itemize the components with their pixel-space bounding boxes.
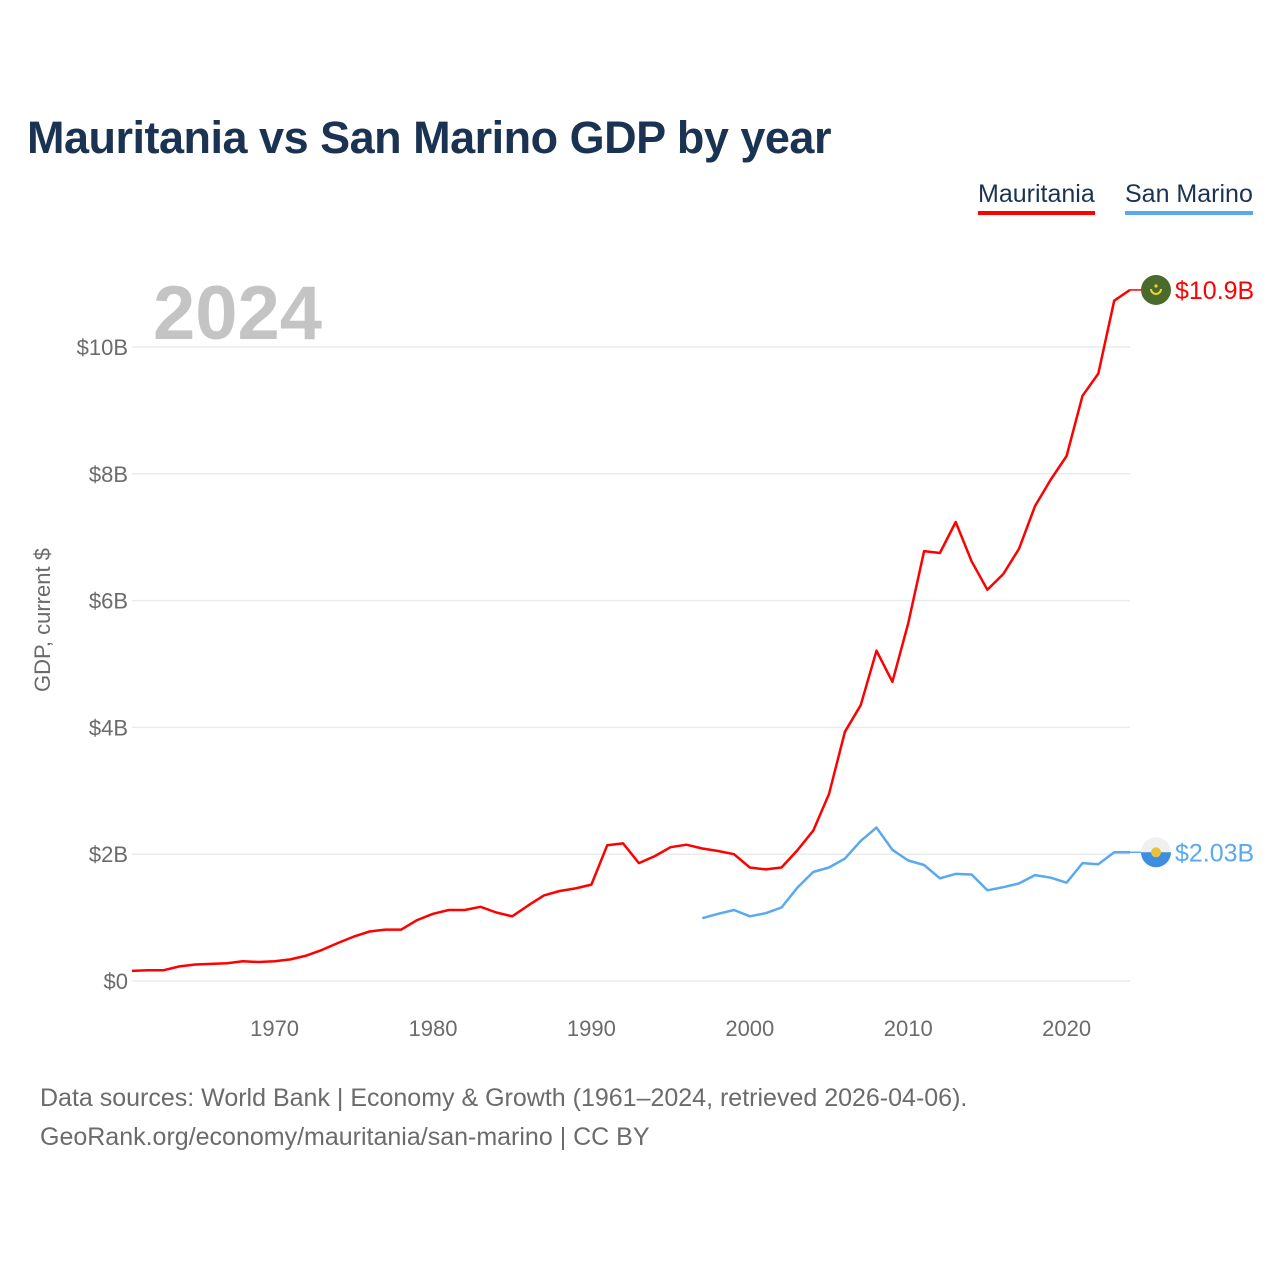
- series-line-san-marino: [701, 826, 1130, 920]
- y-tick-label: $4B: [89, 715, 128, 740]
- legend-mauritania[interactable]: Mauritania: [978, 180, 1095, 215]
- y-tick-label: $10B: [77, 335, 128, 360]
- year-watermark: 2024: [153, 271, 322, 356]
- y-tick-label: $8B: [89, 462, 128, 487]
- crescent-icon: [1150, 288, 1162, 295]
- flag-lower-band: [1141, 852, 1171, 868]
- end-value-label: $2.03B: [1175, 839, 1254, 867]
- x-tick-label: 2010: [884, 1016, 933, 1041]
- x-tick-label: 1980: [409, 1016, 458, 1041]
- series-line-mauritania: [131, 288, 1131, 973]
- footer-sources: Data sources: World Bank | Economy & Gro…: [40, 1084, 968, 1112]
- star-icon: [1154, 284, 1158, 288]
- x-tick-label: 1970: [250, 1016, 299, 1041]
- footer-attribution[interactable]: GeoRank.org/economy/mauritania/san-marin…: [40, 1123, 650, 1151]
- y-axis-label: GDP, current $: [30, 548, 55, 692]
- y-tick-label: $2B: [89, 842, 128, 867]
- end-value-label: $10.9B: [1175, 277, 1254, 305]
- y-tick-label: $6B: [89, 589, 128, 614]
- mauritania-flag-icon: [1141, 274, 1171, 305]
- y-tick-label: $0: [104, 969, 128, 994]
- x-tick-label: 1990: [567, 1016, 616, 1041]
- x-tick-label: 2000: [725, 1016, 774, 1041]
- legend-san-marino[interactable]: San Marino: [1125, 180, 1253, 215]
- x-tick-label: 2020: [1042, 1016, 1091, 1041]
- coat-of-arms-icon: [1151, 847, 1161, 858]
- chart-title: Mauritania vs San Marino GDP by year: [27, 112, 831, 163]
